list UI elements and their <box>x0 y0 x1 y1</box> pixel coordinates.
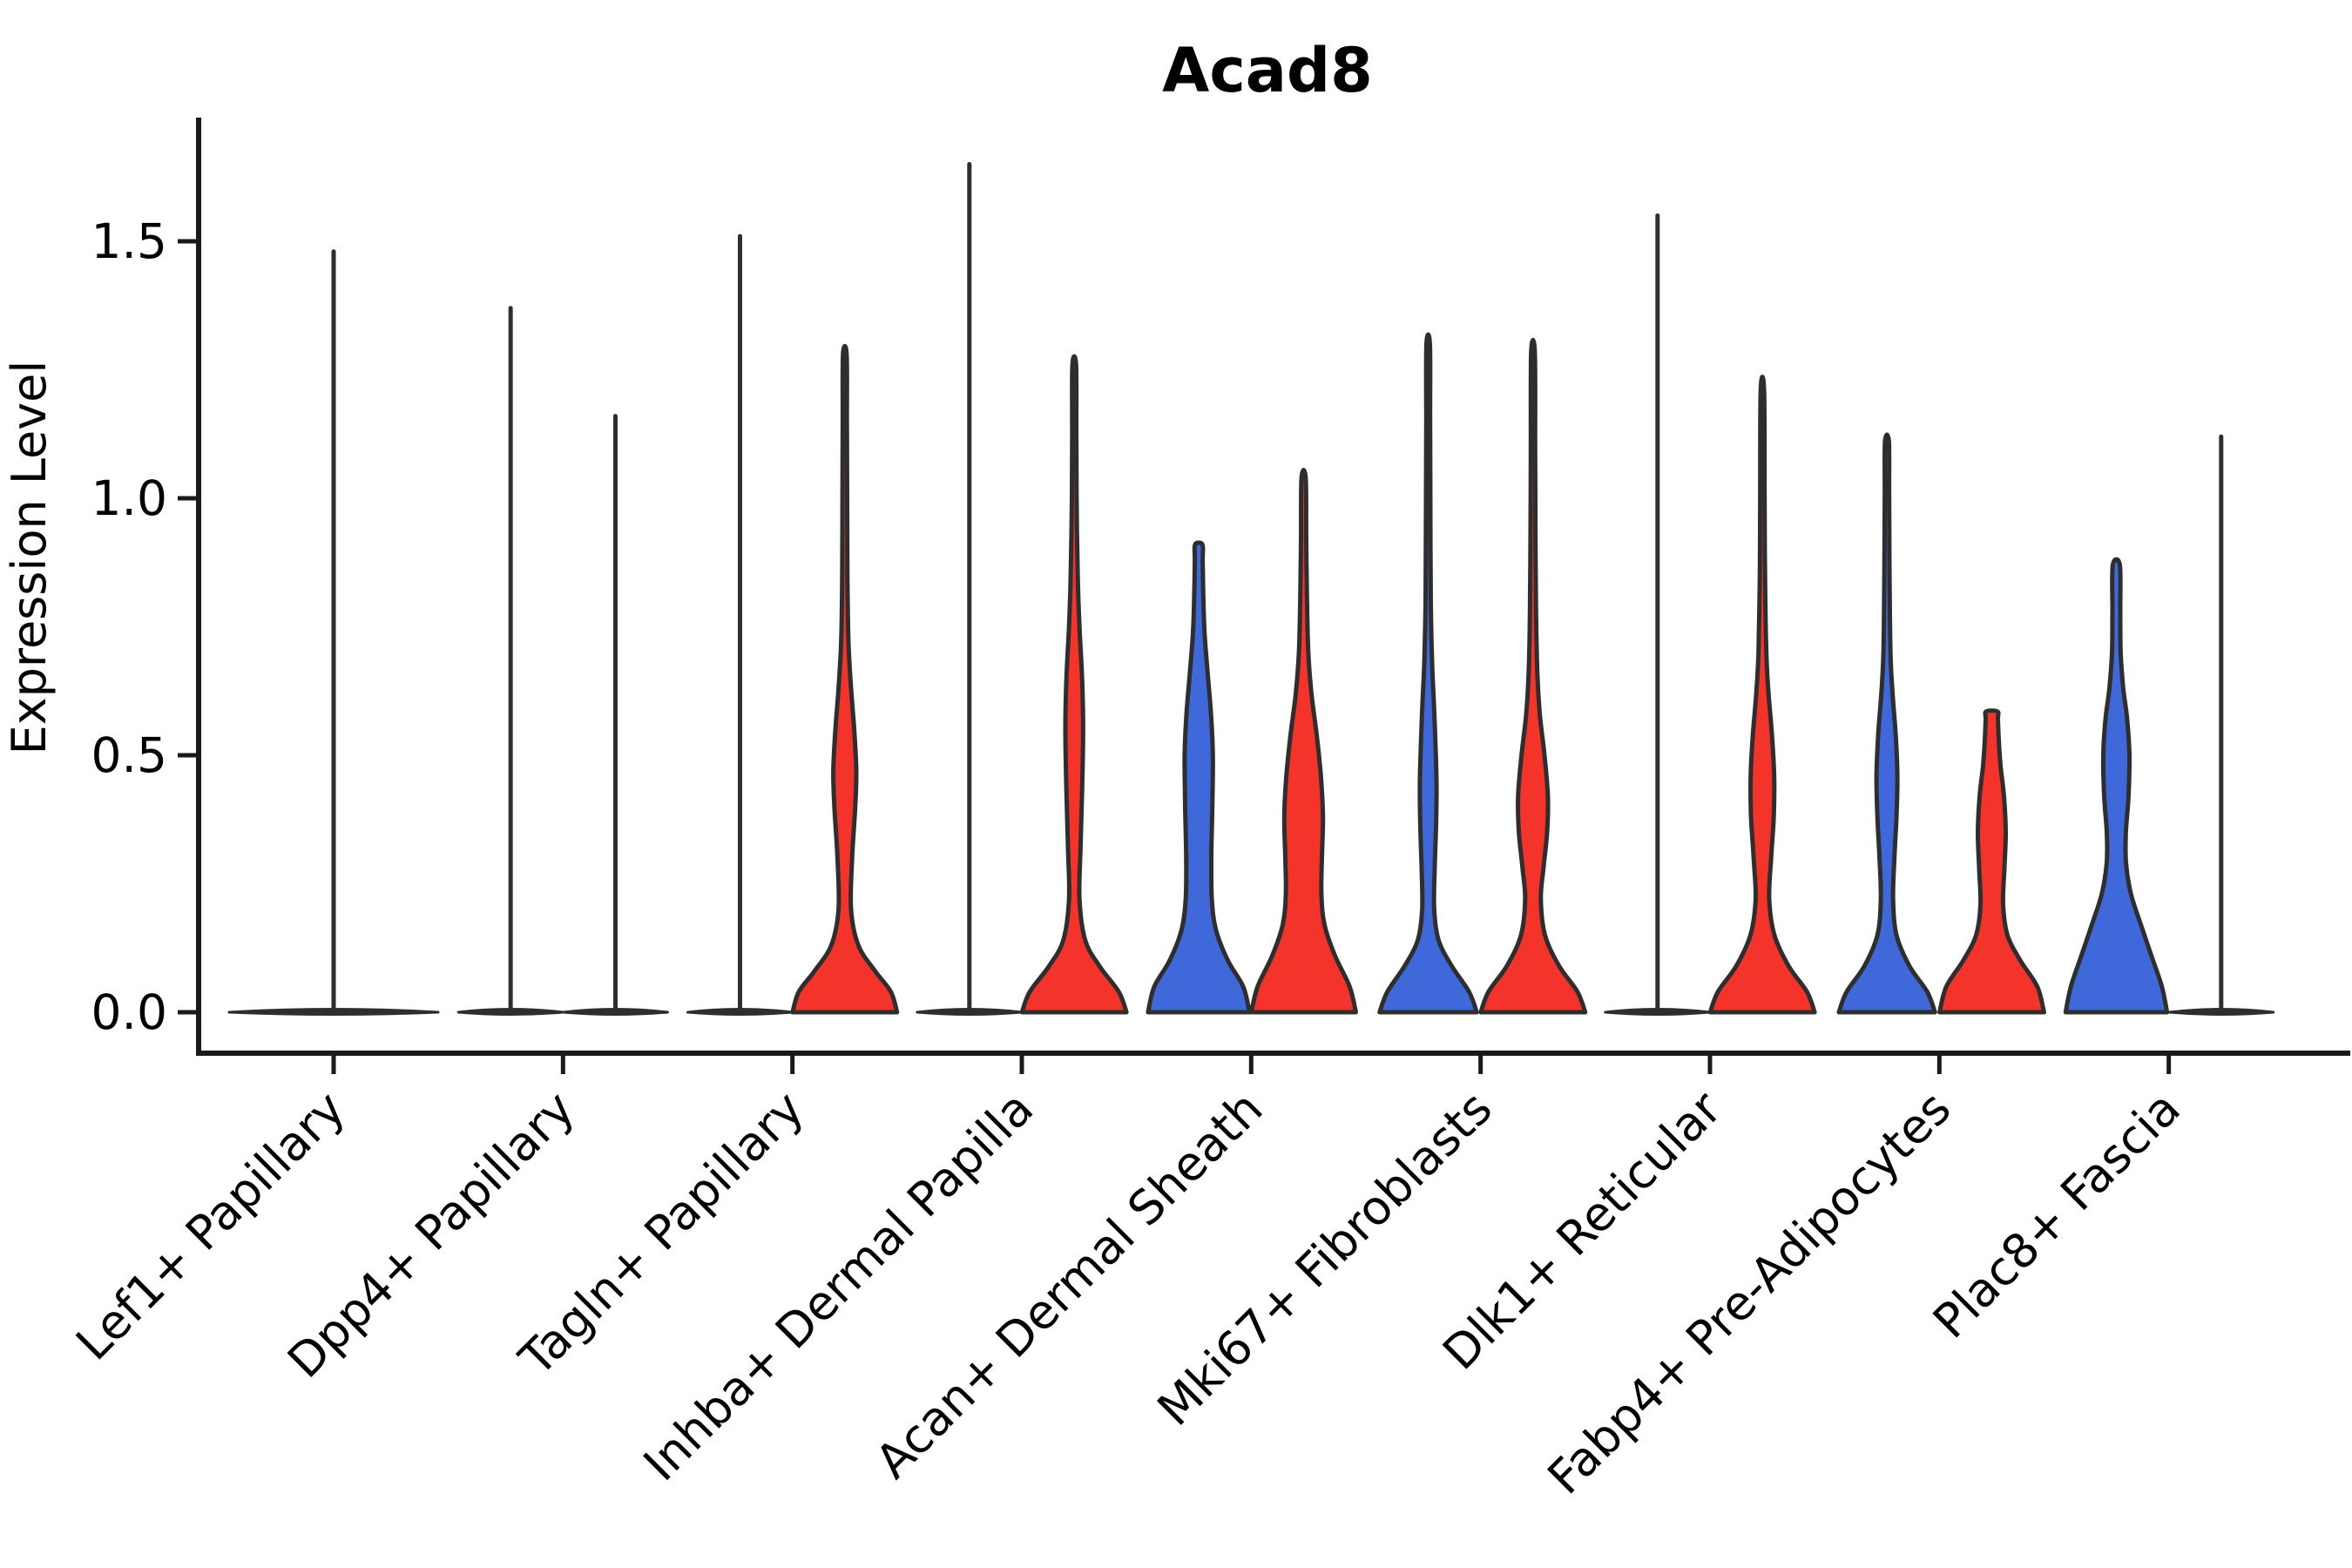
violin-red-7-right <box>1937 708 2046 1015</box>
violin-flat-1-right <box>562 1008 669 1016</box>
y-tick-label: 1.5 <box>91 213 167 269</box>
violin-blue-7-left <box>1836 432 1937 1015</box>
y-tick-label: 0.0 <box>91 984 167 1040</box>
y-axis-ticks: 0.0 0.5 1.0 1.5 <box>91 213 199 1040</box>
chart-title: Acad8 <box>1162 35 1373 106</box>
violin-flat-0-full <box>227 1008 440 1016</box>
violin-flat-2-left <box>686 1008 794 1016</box>
violin-blue-4-left <box>1146 540 1252 1015</box>
violin-series <box>227 162 2275 1016</box>
violin-flat-1-left <box>456 1008 564 1016</box>
violin-red-5-right <box>1478 337 1588 1015</box>
violin-red-4-right <box>1249 468 1358 1015</box>
x-tick-label-4: Acan+ Dermal Sheath <box>865 1081 1273 1489</box>
violin-flat-8-right <box>2167 1008 2275 1016</box>
violin-red-6-right <box>1707 375 1817 1015</box>
violin-flat-3-left <box>916 1008 1024 1016</box>
violin-blue-8-left <box>2063 557 2170 1015</box>
x-tick-label-7: Fabp4+ Pre-Adipocytes <box>1538 1081 1962 1505</box>
y-tick-label: 0.5 <box>91 727 167 783</box>
y-axis-label: Expression Level <box>2 361 57 755</box>
y-tick-label: 1.0 <box>91 470 167 526</box>
violin-red-2-right <box>790 343 900 1015</box>
violin-red-3-right <box>1019 354 1129 1015</box>
x-tick-label-3: Inhba+ Dermal Papilla <box>633 1081 1044 1491</box>
x-tick-label-8: Plac8+ Fascia <box>1923 1081 2191 1349</box>
violin-flat-6-left <box>1604 1008 1712 1016</box>
violin-blue-5-left <box>1377 332 1479 1015</box>
